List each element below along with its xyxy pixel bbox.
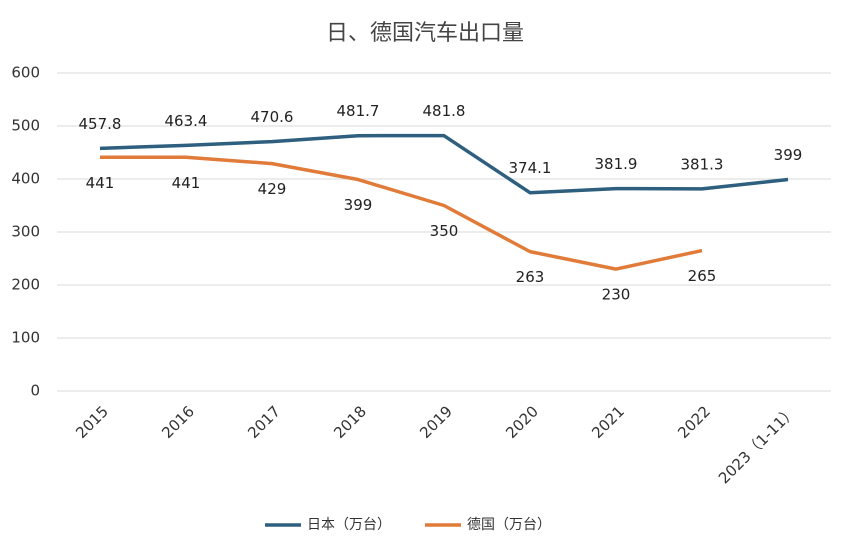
y-tick-label: 300 [11, 223, 40, 241]
data-label: 441 [172, 174, 201, 192]
data-label: 263 [516, 268, 545, 286]
x-tick-label: 2022 [674, 402, 714, 442]
data-label: 470.6 [251, 108, 294, 126]
y-tick-label: 500 [11, 117, 40, 135]
data-label: 230 [602, 286, 631, 304]
data-label: 481.7 [337, 102, 380, 120]
data-label: 350 [430, 222, 459, 240]
x-tick-label: 2023（1-11） [715, 402, 800, 487]
legend-label: 德国（万台） [467, 517, 551, 533]
legend-label: 日本（万台） [307, 517, 391, 533]
data-label: 429 [258, 180, 287, 198]
data-label: 381.3 [681, 155, 724, 173]
data-label: 399 [774, 146, 803, 164]
x-tick-label: 2018 [330, 402, 370, 442]
y-tick-label: 400 [11, 170, 40, 188]
series-line [100, 155, 703, 271]
data-label: 265 [688, 267, 717, 285]
y-tick-label: 0 [30, 382, 40, 400]
data-label: 441 [86, 174, 115, 192]
data-label: 463.4 [165, 112, 208, 130]
data-label: 457.8 [79, 115, 122, 133]
y-tick-label: 600 [11, 64, 40, 82]
x-tick-label: 2016 [158, 402, 198, 442]
y-tick-label: 100 [11, 329, 40, 347]
data-label: 481.8 [423, 102, 466, 120]
x-tick-label: 2020 [502, 402, 542, 442]
series-line [99, 133, 789, 195]
x-tick-label: 2017 [244, 402, 284, 442]
chart-title: 日、德国汽车出口量 [326, 21, 524, 46]
x-tick-label: 2021 [588, 402, 628, 442]
y-tick-label: 200 [11, 276, 40, 294]
data-label: 399 [344, 196, 373, 214]
data-label: 381.9 [595, 155, 638, 173]
x-tick-label: 2015 [72, 402, 112, 442]
x-tick-label: 2019 [416, 402, 456, 442]
data-label: 374.1 [509, 159, 552, 177]
